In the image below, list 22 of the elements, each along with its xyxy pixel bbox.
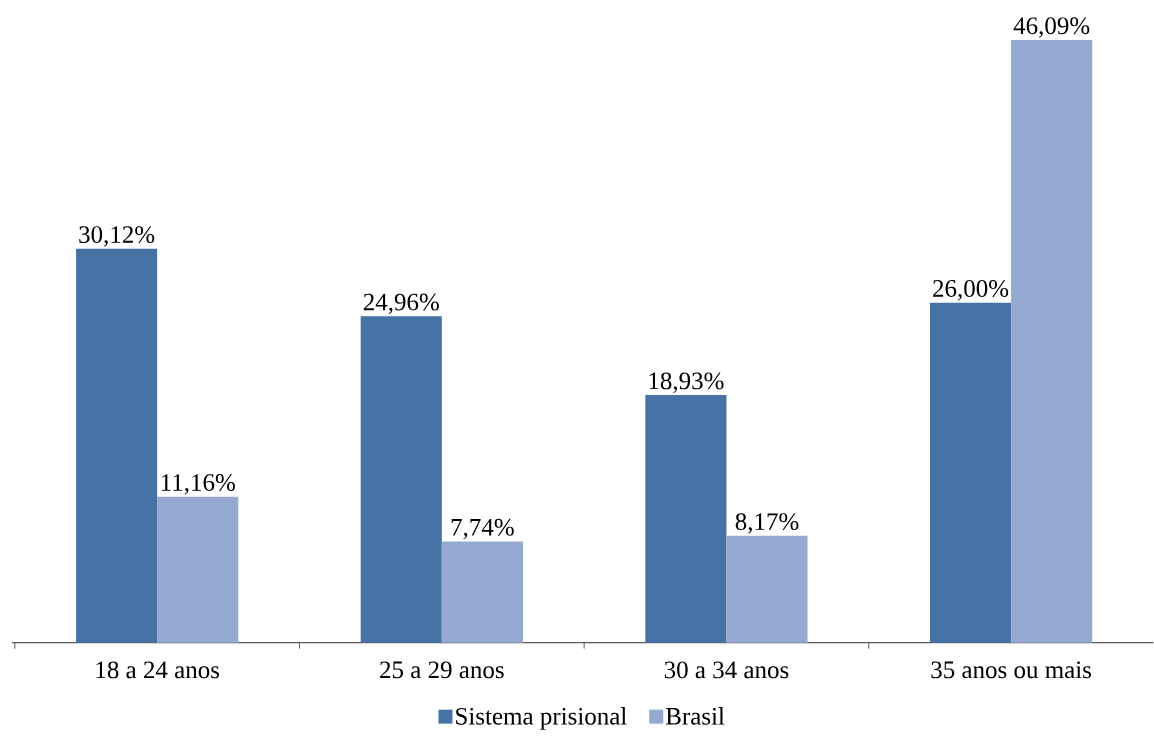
legend-label: Brasil [665,707,725,725]
bar [1011,40,1093,643]
data-label: 30,12% [79,226,155,247]
bar [726,536,808,643]
x-tick-label: 35 anos ou mais [931,661,1092,679]
data-label: 24,96% [363,293,439,315]
bar [360,316,442,643]
data-label: 7,74% [451,518,514,540]
bar [157,496,239,643]
data-label: 18,93% [649,372,724,394]
x-tick-label: 18 a 24 anos [96,661,220,679]
bar [929,302,1012,643]
data-label: 8,17% [735,513,799,534]
x-tick-label: 30 a 34 anos [664,661,789,679]
bar [645,395,727,643]
legend-label: Sistema prisional [456,707,627,730]
bar [76,249,158,643]
x-tick-label: 25 a 29 anos [380,661,504,679]
bar [441,541,523,643]
data-label: 26,00% [933,280,1009,301]
data-label: 46,09% [1013,17,1090,38]
data-label: 11,16% [161,474,235,495]
